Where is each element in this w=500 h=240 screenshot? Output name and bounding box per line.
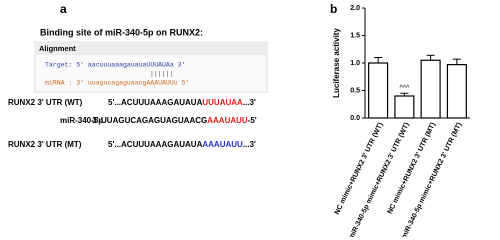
error-bar: [374, 57, 383, 63]
seq-prefix: 3'-UUAGUCAGAGUAGUAACG: [92, 116, 207, 125]
seq-prefix: 5'...ACUUUAAAGAUAUA: [108, 140, 203, 149]
y-tick-label: 0.5: [350, 87, 360, 94]
y-tick-label: 0.0: [350, 115, 360, 122]
seq-suffix: ...3': [243, 98, 256, 107]
seq-highlight: AAAUAUU: [207, 116, 248, 125]
sequence: 5'...ACUUUAAAGAUAUAAAAUAUU...3': [108, 140, 256, 149]
target-line: Target: 5' aacuuuaaagauauaUUUAUAa 3': [45, 62, 185, 69]
pairing: ||||||: [150, 71, 173, 78]
bar: [394, 95, 415, 119]
error-bar: [452, 58, 461, 65]
row-name: RUNX2 3' UTR (WT): [8, 98, 83, 107]
seq-prefix: 5'...ACUUUAAAGAUAUA: [108, 98, 203, 107]
row-name: RUNX2 3' UTR (MT): [8, 140, 82, 149]
mirna-line: miRNA : 3' uuagucagaguaacgAAAUAUUu 5': [45, 80, 189, 87]
panel-title: Binding site of miR-340-5p on RUNX2:: [40, 27, 203, 37]
y-tick-label: 1.0: [350, 60, 360, 67]
significance: ^^^: [399, 85, 410, 92]
seq-highlight: AAAUAUU: [202, 140, 243, 149]
panel-label: b: [330, 2, 337, 16]
bar: [420, 59, 441, 119]
sequence: 5'...ACUUUAAAGAUAUAUUUAUAA...3': [108, 98, 256, 107]
alignment-header-text: Alignment: [39, 44, 76, 53]
bar: [368, 62, 389, 119]
y-tick-label: 2.0: [350, 5, 360, 12]
alignment-header: [35, 42, 267, 55]
x-tick-label: NC mimic+RUNX2 3' UTR (MT): [387, 122, 437, 216]
seq-suffix: ...3': [243, 140, 256, 149]
seq-highlight: UUUAUAA: [202, 98, 243, 107]
bar: [446, 64, 467, 119]
panel-label: a: [60, 2, 67, 16]
seq-suffix: -5': [248, 116, 257, 125]
y-tick-label: 1.5: [350, 32, 360, 39]
error-bar: [400, 92, 409, 96]
y-axis-label: Luciferase activity: [332, 28, 341, 98]
row-name: miR-340-5p: [60, 116, 103, 125]
error-bar: [426, 54, 435, 61]
x-tick-label: NC mimic+RUNX2 3' UTR (WT): [334, 122, 385, 216]
sequence: 3'-UUAGUCAGAGUAGUAACGAAAUAUU-5': [92, 116, 257, 125]
